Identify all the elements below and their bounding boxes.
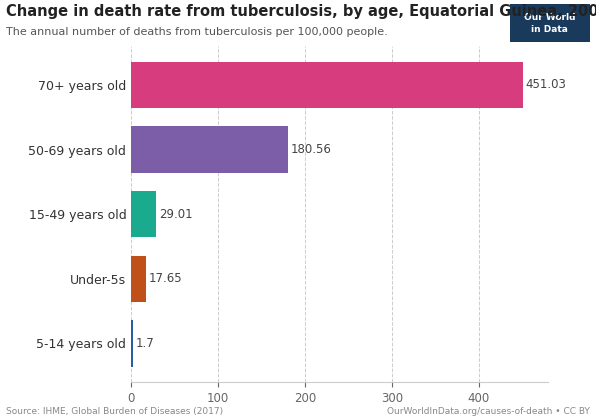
Bar: [131, 126, 288, 173]
Bar: [131, 255, 147, 302]
Text: Our World
in Data: Our World in Data: [524, 13, 576, 34]
Text: 180.56: 180.56: [291, 143, 331, 156]
Text: 1.7: 1.7: [135, 337, 154, 350]
Text: Change in death rate from tuberculosis, by age, Equatorial Guinea, 2004: Change in death rate from tuberculosis, …: [6, 4, 596, 19]
Text: 451.03: 451.03: [526, 79, 567, 92]
Text: 17.65: 17.65: [149, 272, 183, 285]
Text: Source: IHME, Global Burden of Diseases (2017): Source: IHME, Global Burden of Diseases …: [6, 407, 223, 416]
Text: The annual number of deaths from tuberculosis per 100,000 people.: The annual number of deaths from tubercu…: [6, 27, 388, 37]
Bar: [131, 62, 523, 108]
Text: OurWorldInData.org/causes-of-death • CC BY: OurWorldInData.org/causes-of-death • CC …: [387, 407, 590, 416]
Bar: [131, 320, 132, 367]
Bar: [131, 191, 156, 237]
Text: 29.01: 29.01: [159, 208, 193, 221]
